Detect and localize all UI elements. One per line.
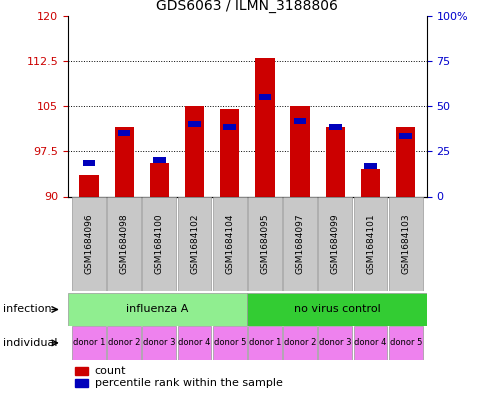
Text: influenza A: influenza A: [126, 305, 188, 314]
Bar: [293, 118, 306, 124]
FancyBboxPatch shape: [353, 196, 387, 291]
Text: GSM1684100: GSM1684100: [154, 213, 164, 274]
Bar: [150, 163, 169, 196]
Text: donor 4: donor 4: [354, 338, 386, 347]
FancyBboxPatch shape: [388, 196, 422, 291]
Bar: [79, 175, 98, 196]
FancyBboxPatch shape: [283, 326, 317, 360]
Bar: [395, 127, 414, 196]
Text: GSM1684103: GSM1684103: [400, 213, 409, 274]
Text: donor 5: donor 5: [389, 338, 421, 347]
FancyBboxPatch shape: [247, 196, 281, 291]
FancyBboxPatch shape: [72, 196, 106, 291]
FancyBboxPatch shape: [212, 326, 246, 360]
FancyBboxPatch shape: [283, 196, 317, 291]
Bar: [325, 127, 344, 196]
Bar: [258, 94, 271, 100]
Text: individual: individual: [3, 338, 58, 348]
FancyBboxPatch shape: [318, 326, 351, 360]
Bar: [75, 378, 88, 387]
Text: donor 2: donor 2: [283, 338, 316, 347]
Text: donor 2: donor 2: [108, 338, 140, 347]
Bar: [114, 127, 134, 196]
FancyBboxPatch shape: [142, 196, 176, 291]
FancyBboxPatch shape: [142, 326, 176, 360]
Bar: [255, 58, 274, 196]
FancyBboxPatch shape: [177, 326, 211, 360]
Text: donor 3: donor 3: [143, 338, 175, 347]
Text: donor 1: donor 1: [73, 338, 105, 347]
Bar: [75, 367, 88, 375]
Text: donor 5: donor 5: [213, 338, 245, 347]
Text: percentile rank within the sample: percentile rank within the sample: [95, 378, 282, 387]
Text: donor 1: donor 1: [248, 338, 281, 347]
Bar: [188, 121, 200, 127]
FancyBboxPatch shape: [212, 196, 246, 291]
Text: GSM1684097: GSM1684097: [295, 213, 304, 274]
Text: GSM1684102: GSM1684102: [190, 213, 198, 274]
FancyBboxPatch shape: [388, 326, 422, 360]
FancyBboxPatch shape: [72, 326, 106, 360]
FancyBboxPatch shape: [107, 196, 141, 291]
Bar: [399, 133, 411, 139]
Bar: [328, 124, 341, 130]
Text: count: count: [95, 366, 126, 376]
Bar: [363, 163, 376, 169]
Bar: [360, 169, 379, 196]
Text: GSM1684098: GSM1684098: [120, 213, 128, 274]
Text: donor 3: donor 3: [318, 338, 351, 347]
FancyBboxPatch shape: [177, 196, 211, 291]
Text: infection: infection: [3, 305, 52, 314]
Bar: [83, 160, 95, 166]
Text: GSM1684096: GSM1684096: [84, 213, 93, 274]
Bar: [118, 130, 130, 136]
FancyBboxPatch shape: [247, 326, 281, 360]
Text: GSM1684101: GSM1684101: [365, 213, 374, 274]
FancyBboxPatch shape: [247, 293, 426, 326]
Bar: [223, 124, 236, 130]
FancyBboxPatch shape: [68, 293, 247, 326]
Bar: [184, 106, 204, 196]
Text: GSM1684095: GSM1684095: [260, 213, 269, 274]
FancyBboxPatch shape: [318, 196, 351, 291]
Bar: [290, 106, 309, 196]
FancyBboxPatch shape: [107, 326, 141, 360]
FancyBboxPatch shape: [353, 326, 387, 360]
Text: GSM1684104: GSM1684104: [225, 213, 234, 274]
Text: no virus control: no virus control: [293, 305, 379, 314]
Title: GDS6063 / ILMN_3188806: GDS6063 / ILMN_3188806: [156, 0, 337, 13]
Text: GSM1684099: GSM1684099: [330, 213, 339, 274]
Bar: [220, 109, 239, 196]
Text: donor 4: donor 4: [178, 338, 211, 347]
Bar: [153, 157, 166, 163]
